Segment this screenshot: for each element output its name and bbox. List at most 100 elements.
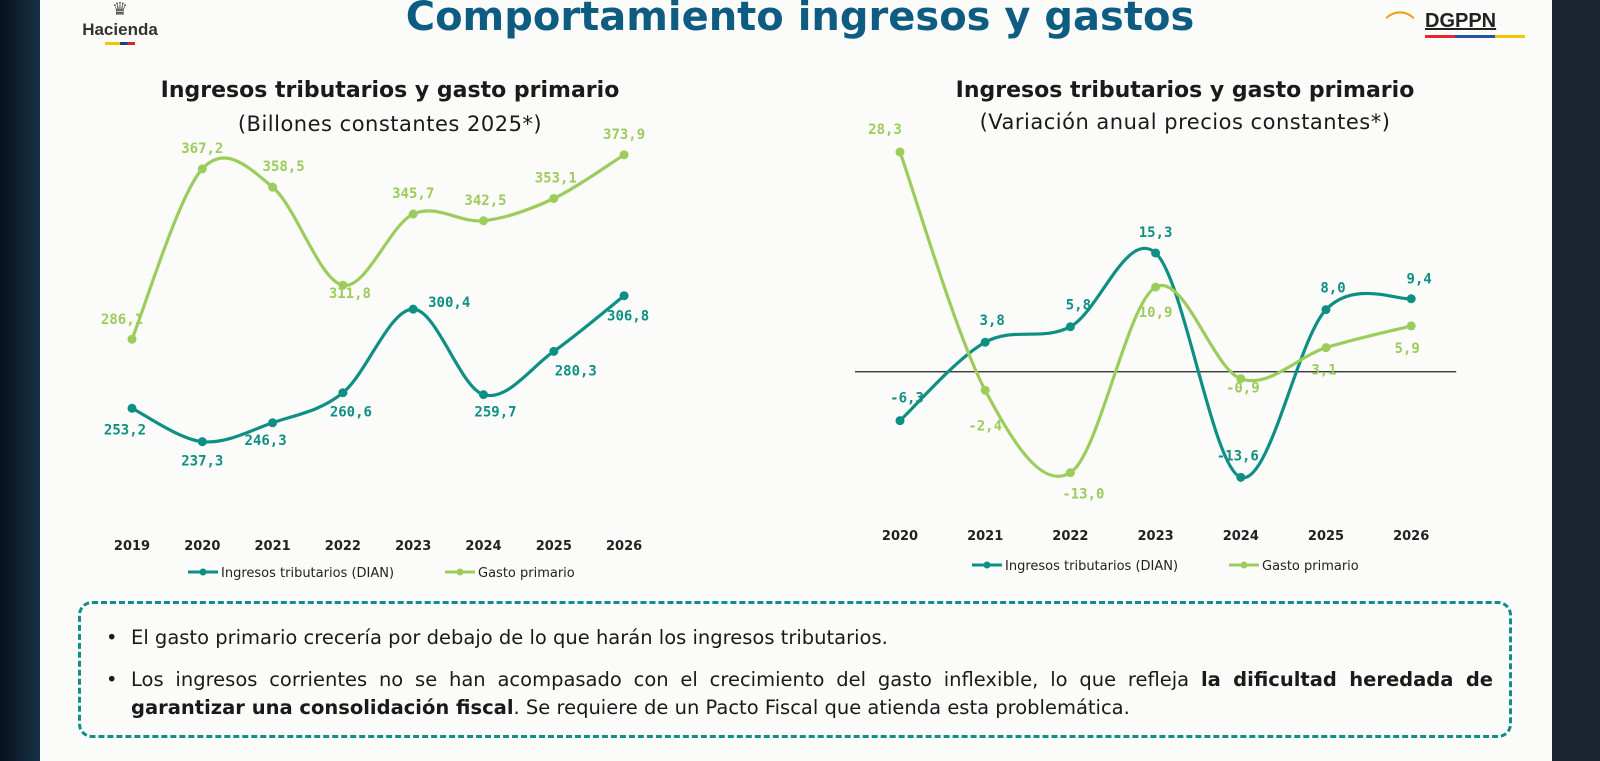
coat-of-arms-icon: ♛ (111, 0, 129, 20)
notes-box: • El gasto primario crecería por debajo … (78, 601, 1512, 738)
x-tick-label: 2021 (967, 529, 1003, 544)
x-tick-label: 2023 (395, 539, 431, 554)
note-2-bold: la dificultad heredada de garantizar una… (131, 668, 1493, 719)
dgppn-logo-stripe (1425, 35, 1525, 38)
x-tick-label: 2024 (465, 539, 501, 554)
colombia-map-icon: ⌒ (1385, 10, 1415, 45)
data-point (980, 337, 990, 347)
chart1: 253,2 237,3 246,3 260,6 300,4 259,7 280,3 306,8… (101, 127, 649, 581)
note-bullet-2: • Los ingresos corrientes no se han acom… (106, 666, 1493, 722)
note-1-text: El gasto primario crecería por debajo de… (131, 626, 888, 649)
data-label: 237,3 (181, 454, 223, 470)
chart2-subtitle: (Variación anual precios constantes*) (979, 110, 1391, 134)
data-point (1236, 374, 1246, 384)
data-label: 259,7 (474, 405, 516, 421)
chart2: -6,3 3,8 5,8 15,3 -13,6 8,0 9,4 28,3 -2,4 -13,0 10… (855, 122, 1457, 574)
data-label: 15,3 (1139, 225, 1173, 241)
data-point (619, 291, 629, 301)
data-point (408, 209, 418, 219)
data-point (1406, 294, 1416, 304)
dgppn-logo-text: DGPPN (1425, 10, 1497, 32)
data-label: 306,8 (607, 309, 649, 325)
x-tick-label: 2022 (1052, 529, 1088, 544)
data-point (197, 164, 207, 174)
left-background (0, 0, 40, 761)
x-tick-label: 2025 (1308, 529, 1344, 544)
data-label: 3,1 (1311, 363, 1336, 379)
note-2-text: Los ingresos corrientes no se han acompa… (131, 668, 1201, 691)
note-2-end: . Se requiere de un Pacto Fiscal que ati… (513, 696, 1130, 719)
data-label: 311,8 (329, 286, 371, 302)
legend-swatch-dot (983, 561, 991, 569)
slide: ♛ Hacienda Comportamiento ingresos y gas… (40, 0, 1552, 761)
data-point (338, 280, 348, 290)
series-line-ingresos (898, 246, 1412, 479)
data-point (1321, 343, 1331, 353)
data-label: 373,9 (603, 127, 645, 143)
data-point (338, 388, 348, 398)
data-label: 246,3 (245, 433, 287, 449)
data-label: 9,4 (1407, 272, 1432, 288)
data-point (1151, 282, 1161, 292)
legend-swatch-dot (456, 568, 464, 576)
data-point (1065, 322, 1075, 332)
data-point (1151, 248, 1161, 258)
data-point (479, 390, 488, 400)
x-tick-label: 2019 (114, 539, 150, 554)
note-bullet-1: • El gasto primario crecería por debajo … (106, 624, 1493, 652)
data-label: -6,3 (890, 391, 924, 407)
data-label: -13,0 (1062, 487, 1104, 503)
data-label: 260,6 (330, 405, 372, 421)
legend-label: Ingresos tributarios (DIAN) (221, 566, 394, 581)
data-point (1065, 468, 1075, 478)
data-label: 253,2 (104, 422, 146, 438)
x-tick-label: 2020 (882, 529, 918, 544)
data-label: 28,3 (868, 122, 902, 138)
data-label: 353,1 (535, 170, 577, 186)
legend-label: Ingresos tributarios (DIAN) (1005, 559, 1178, 574)
data-label: 10,9 (1139, 305, 1173, 321)
flag-stripe (105, 42, 135, 45)
data-label: -13,6 (1217, 448, 1259, 464)
data-point (268, 182, 278, 192)
charts-canvas: 253,2 237,3 246,3 260,6 300,4 259,7 280,3 306,8… (101, 122, 1457, 581)
data-point (895, 416, 905, 426)
right-background (1552, 0, 1600, 761)
legend-swatch-dot (1240, 561, 1248, 569)
page-title: Comportamiento ingresos y gastos (405, 0, 1195, 40)
x-tick-label: 2026 (1393, 529, 1429, 544)
legend-label: Gasto primario (478, 566, 575, 581)
legend-label: Gasto primario (1262, 559, 1359, 574)
data-point (408, 304, 418, 314)
chart1-title: Ingresos tributarios y gasto primario (160, 78, 620, 103)
data-point (1321, 305, 1331, 315)
x-tick-label: 2024 (1223, 529, 1259, 544)
data-label: 5,8 (1066, 298, 1091, 314)
x-tick-label: 2020 (184, 539, 220, 554)
legend-swatch-dot (199, 568, 207, 576)
data-point (549, 193, 559, 203)
data-label: 300,4 (428, 295, 470, 311)
series-line-ingresos (131, 294, 626, 444)
data-label: 280,3 (555, 363, 597, 379)
data-label: 345,7 (392, 186, 434, 202)
data-point (127, 334, 137, 344)
x-tick-label: 2026 (606, 539, 642, 554)
bullet-dot: • (106, 626, 118, 649)
data-point (479, 216, 488, 226)
data-point (197, 437, 207, 447)
dgppn-logo: ⌒ DGPPN (1385, 2, 1535, 45)
data-point (1236, 472, 1246, 482)
data-label: 358,5 (263, 159, 305, 175)
series-line-gasto (898, 151, 1412, 478)
data-label: -0,9 (1226, 381, 1260, 397)
data-label: 8,0 (1320, 281, 1345, 297)
x-tick-label: 2021 (255, 539, 291, 554)
data-point (895, 147, 905, 157)
x-tick-label: 2022 (325, 539, 361, 554)
data-label: 367,2 (181, 141, 223, 157)
data-point (127, 403, 137, 413)
data-label: 286,1 (101, 312, 143, 328)
x-tick-label: 2023 (1138, 529, 1174, 544)
data-point (980, 385, 990, 395)
